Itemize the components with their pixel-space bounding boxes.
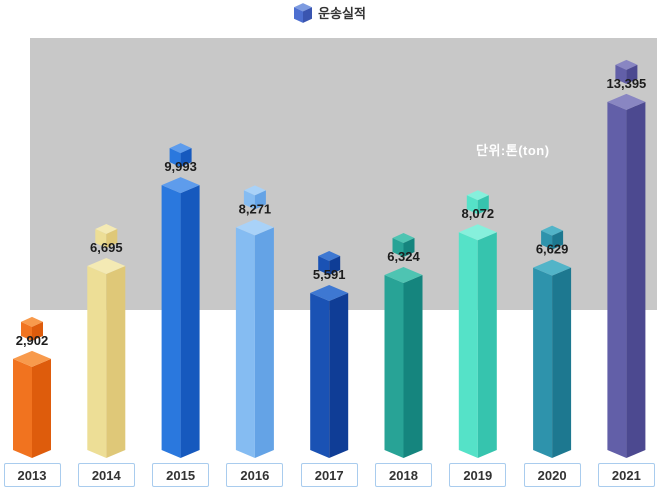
x-axis-label-2014: 2014 [77, 463, 135, 487]
bar-2020: 6,629 [533, 225, 572, 458]
marker-cube-left-face [95, 228, 107, 248]
legend-cube-right-face [303, 7, 313, 23]
bar-top-face [607, 93, 646, 110]
bar-right-face [329, 293, 349, 458]
bar-2015: 9,993 [161, 143, 200, 458]
bar-right-face [106, 265, 126, 458]
marker-cube-right-face [329, 256, 341, 276]
bar-top-face [161, 177, 200, 194]
x-axis-label-2020: 2020 [523, 463, 581, 487]
marker-cube-left-face [466, 195, 478, 215]
marker-cube-left-face [169, 148, 181, 168]
x-axis-label-2018: 2018 [375, 463, 432, 487]
marker-cube-right-face [403, 238, 415, 258]
marker-cube-right-face [180, 148, 192, 168]
marker-cube-left-face [615, 64, 627, 84]
x-axis-label-2017: 2017 [300, 463, 358, 487]
marker-cube-left-face [243, 190, 255, 210]
bar-left-face [235, 227, 255, 458]
x-axis-label-2015: 2015 [152, 463, 210, 487]
marker-cube-left-face [392, 238, 404, 258]
value-label-2016: 8,271 [239, 201, 272, 216]
bar-right-face [32, 358, 51, 458]
marker-cube-left-face [318, 256, 330, 276]
bar-top-face [458, 224, 497, 241]
marker-cube-right-face [32, 321, 43, 341]
marker-cube-right-face [254, 190, 266, 210]
value-label-2014: 6,695 [90, 240, 123, 255]
bar-left-face [161, 185, 181, 458]
bar-right-face [626, 101, 646, 458]
legend-label: 운송실적 [318, 5, 366, 21]
bar-left-face [87, 265, 107, 458]
x-axis-label-2016: 2016 [226, 463, 284, 487]
value-label-2013: 2,902 [16, 333, 49, 348]
bar-top-face [533, 259, 572, 276]
marker-cube-right-face [106, 228, 118, 248]
bar-right-face [180, 185, 200, 458]
value-label-2021: 13,395 [607, 76, 647, 91]
x-axis-label-2019: 2019 [449, 463, 507, 487]
bar-2019: 8,072 [458, 190, 497, 458]
bar-2021: 13,395 [607, 59, 647, 458]
bar-2016: 8,271 [235, 185, 274, 458]
bar-left-face [13, 358, 32, 458]
x-axis-label-2021: 2021 [597, 463, 655, 487]
bar-2014: 6,695 [87, 223, 126, 458]
bar-top-face [384, 267, 423, 284]
chart-legend: 운송실적 [0, 2, 660, 24]
bar-right-face [477, 232, 497, 458]
bar-left-face [384, 275, 404, 458]
bar-left-face [310, 293, 330, 458]
bar-top-face [310, 285, 349, 302]
value-label-2017: 5,591 [313, 267, 346, 282]
marker-cube-left-face [541, 230, 553, 250]
bar-top-face [87, 257, 126, 274]
marker-cube-right-face [477, 195, 489, 215]
bar-right-face [552, 267, 572, 458]
marker-cube-right-face [626, 64, 638, 84]
bar-right-face [403, 275, 423, 458]
x-axis: 2013 2014 2015 2016 2017 2018 2019 2020 2021 [0, 463, 660, 487]
legend-cube-left-face [294, 7, 304, 23]
value-label-2018: 6,324 [387, 249, 420, 264]
bar-left-face [458, 232, 478, 458]
value-label-2015: 9,993 [164, 159, 197, 174]
marker-cube-left-face [21, 321, 32, 341]
bar-left-face [607, 101, 627, 458]
value-label-2020: 6,629 [536, 242, 569, 257]
value-label-2019: 8,072 [462, 206, 495, 221]
x-axis-label-2013: 2013 [3, 463, 61, 487]
marker-cube-right-face [552, 230, 564, 250]
bar-left-face [533, 267, 553, 458]
bar-2017: 5,591 [310, 251, 349, 458]
bar-right-face [254, 227, 274, 458]
unit-label: 단위:톤(ton) [476, 143, 550, 158]
bar-top-face [235, 219, 274, 236]
bar-2013: 2,902 [13, 316, 51, 458]
bar-top-face [13, 350, 51, 367]
bar-2018: 6,324 [384, 233, 423, 458]
legend-cube-icon [294, 3, 313, 23]
